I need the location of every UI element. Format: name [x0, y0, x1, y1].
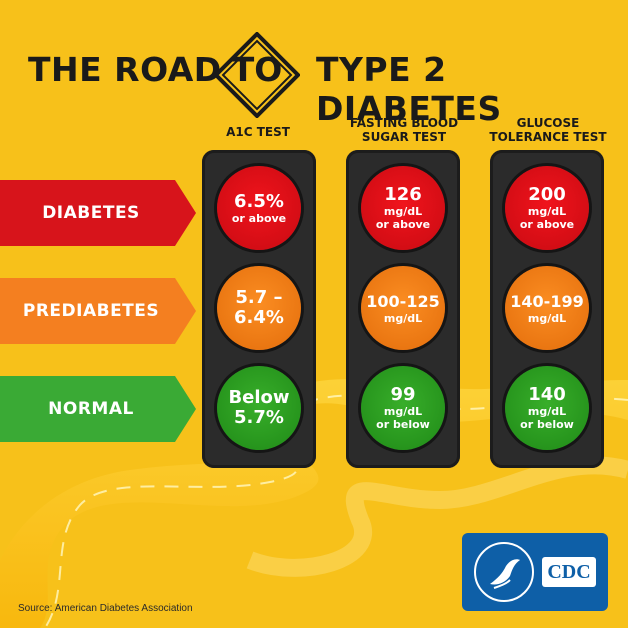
- lamp-a1c-prediabetes: 5.7 – 6.4%: [217, 266, 301, 350]
- traffic-light-a1c: 6.5% or above 5.7 – 6.4% Below 5.7%: [202, 150, 316, 468]
- lamp-value: 6.5%: [234, 190, 284, 212]
- lamp-a1c-diabetes: 6.5% or above: [217, 166, 301, 250]
- category-label-prediabetes: PREDIABETES: [22, 301, 160, 321]
- road-sign-icon: [214, 32, 300, 118]
- lamp-value: 140: [528, 384, 566, 405]
- prediabetes-arrow-icon: [0, 278, 196, 344]
- lamp-fasting-prediabetes: 100-125 mg/dL: [361, 266, 445, 350]
- lamp-value: 126: [384, 184, 422, 205]
- lamp-value: 5.7 – 6.4%: [234, 287, 284, 328]
- normal-arrow-icon: [0, 376, 196, 442]
- traffic-light-glucose: 200 mg/dL or above 140-199 mg/dL 140 mg/…: [490, 150, 604, 468]
- lamp-value: 200: [528, 184, 566, 205]
- lamp-glucose-normal: 140 mg/dL or below: [505, 366, 589, 450]
- lamp-value: 100-125: [366, 291, 440, 311]
- lamp-value: Below 5.7%: [228, 387, 290, 428]
- column-header-a1c: A1C TEST: [226, 125, 290, 139]
- lamp-unit: mg/dL or above: [375, 205, 431, 231]
- column-header-fasting: FASTING BLOOD SUGAR TEST: [349, 116, 459, 144]
- cdc-logo-icon: [542, 557, 596, 587]
- lamp-unit: or above: [231, 211, 287, 225]
- lamp-fasting-normal: 99 mg/dL or below: [361, 366, 445, 450]
- lamp-unit: mg/dL: [383, 311, 423, 325]
- lamp-glucose-diabetes: 200 mg/dL or above: [505, 166, 589, 250]
- diabetes-arrow-icon: [0, 180, 196, 246]
- lamp-glucose-prediabetes: 140-199 mg/dL: [505, 266, 589, 350]
- column-header-glucose: GLUCOSE TOLERANCE TEST: [489, 116, 607, 144]
- source-note: Source: American Diabetes Association: [18, 603, 193, 614]
- lamp-unit: mg/dL or below: [376, 405, 430, 431]
- lamp-unit: mg/dL: [527, 311, 567, 325]
- title-bar: THE ROAD TO TYPE 2 DIABETES: [0, 32, 628, 128]
- cdc-logo-text: CDC: [547, 561, 591, 583]
- title-sign-text: TO: [231, 50, 283, 89]
- lamp-value: 140-199: [510, 291, 584, 311]
- category-label-normal: NORMAL: [48, 399, 134, 419]
- title-right-text: TYPE 2 DIABETES: [316, 50, 502, 128]
- title-left-text: THE ROAD: [28, 50, 222, 89]
- lamp-fasting-diabetes: 126 mg/dL or above: [361, 166, 445, 250]
- category-label-diabetes: DIABETES: [42, 203, 140, 223]
- lamp-value: 99: [390, 384, 416, 405]
- lamp-a1c-normal: Below 5.7%: [217, 366, 301, 450]
- hhs-seal-icon: [474, 542, 534, 602]
- lamp-unit: mg/dL or below: [520, 405, 574, 431]
- logo-block: CDC: [462, 533, 608, 611]
- traffic-light-fasting: 126 mg/dL or above 100-125 mg/dL 99 mg/d…: [346, 150, 460, 468]
- lamp-unit: mg/dL or above: [519, 205, 575, 231]
